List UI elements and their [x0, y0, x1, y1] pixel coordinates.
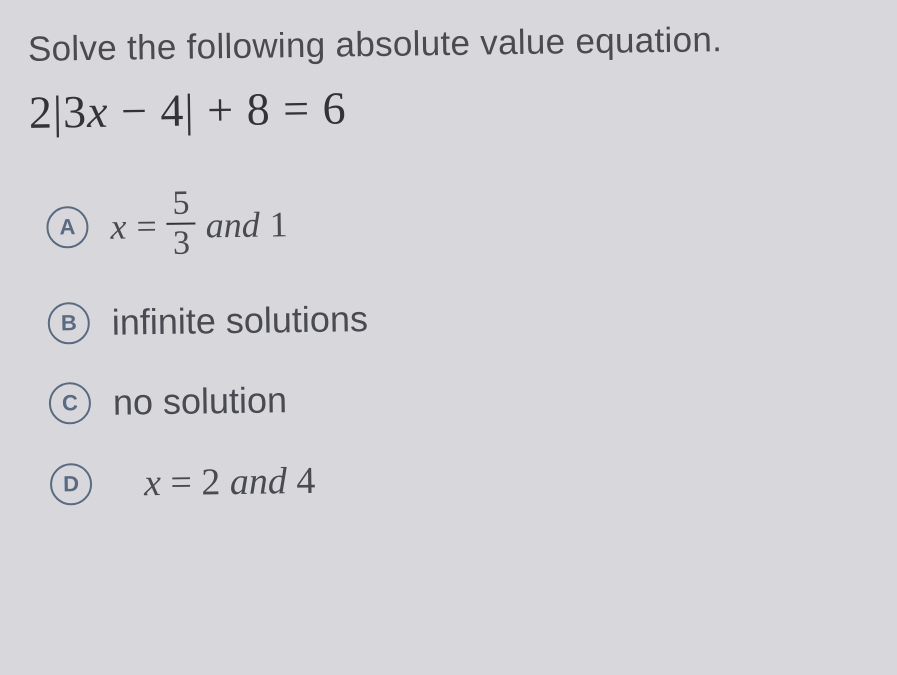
opt-d-and: and — [230, 460, 288, 503]
opt-a-var: x — [110, 205, 127, 247]
opt-d-val1: 2 — [201, 461, 221, 503]
question-prompt: Solve the following absolute value equat… — [28, 18, 873, 70]
eq-abs-close: | — [184, 85, 195, 136]
option-c[interactable]: C no solution — [49, 371, 879, 425]
option-b[interactable]: B infinite solutions — [48, 291, 878, 345]
eq-rhs: 6 — [322, 82, 347, 133]
opt-a-fraction: 5 3 — [166, 187, 196, 261]
eq-equals: = — [270, 83, 323, 135]
eq-plus: + — [194, 84, 247, 136]
eq-minus: − — [108, 85, 161, 137]
option-d-text: x = 2 and 4 — [114, 459, 316, 506]
opt-a-and: and — [205, 204, 260, 247]
opt-d-val2: 4 — [296, 460, 316, 502]
option-a[interactable]: A x = 5 3 and 1 — [46, 179, 876, 265]
option-a-text: x = 5 3 and 1 — [110, 187, 288, 263]
opt-a-val2: 1 — [269, 203, 288, 245]
option-b-letter: B — [48, 302, 91, 345]
eq-lead: 2 — [29, 87, 54, 138]
eq-coef: 3 — [63, 86, 88, 137]
option-d-letter: D — [50, 463, 93, 506]
option-c-letter: C — [49, 382, 92, 425]
eq-outside-const: 8 — [246, 83, 271, 134]
option-c-text: no solution — [113, 379, 288, 423]
option-b-text: infinite solutions — [112, 298, 369, 344]
opt-d-eq: = — [170, 462, 192, 504]
question-equation: 2|3x − 4| + 8 = 6 — [28, 74, 874, 139]
opt-a-eq: = — [136, 205, 157, 247]
option-d[interactable]: D x = 2 and 4 — [50, 451, 880, 507]
opt-a-frac-num: 5 — [166, 187, 196, 225]
opt-a-frac-den: 3 — [167, 225, 196, 261]
eq-var: x — [87, 86, 109, 137]
option-a-letter: A — [46, 206, 89, 249]
answer-options: A x = 5 3 and 1 B infinite solutions C n… — [30, 179, 879, 507]
opt-d-var: x — [144, 462, 161, 504]
eq-inside-const: 4 — [160, 85, 185, 136]
